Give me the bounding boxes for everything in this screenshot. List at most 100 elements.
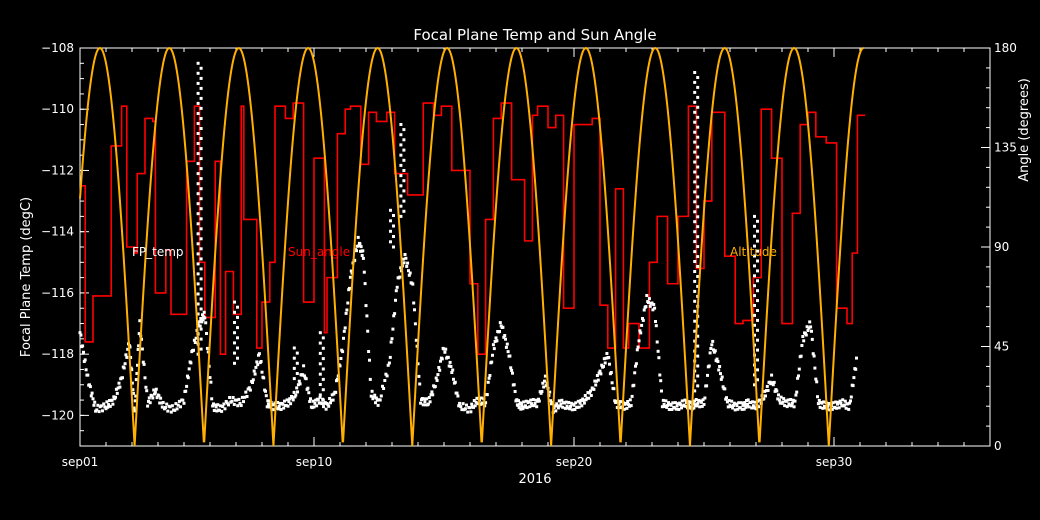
fp-temp-point <box>498 321 502 325</box>
fp-temp-spike-point <box>756 328 759 332</box>
fp-temp-point <box>401 257 405 261</box>
fp-temp-point <box>389 340 393 344</box>
fp-temp-point <box>125 355 129 359</box>
fp-temp-point <box>492 347 496 351</box>
fp-temp-point <box>855 356 858 360</box>
fp-temp-point <box>422 397 426 401</box>
fp-temp-point <box>757 405 761 409</box>
fp-temp-point <box>324 407 328 411</box>
fp-temp-point <box>665 405 669 409</box>
fp-temp-point <box>346 301 350 305</box>
fp-temp-spike-point <box>321 398 325 402</box>
fp-temp-point <box>603 361 607 365</box>
fp-temp-point <box>436 373 440 377</box>
fp-temp-point <box>689 405 693 409</box>
fp-temp-point <box>771 383 775 387</box>
fp-temp-point <box>440 357 444 361</box>
fp-temp-point <box>659 379 663 383</box>
fp-temp-point <box>136 363 139 367</box>
fp-temp-point <box>403 253 407 256</box>
fp-temp-point <box>637 339 641 343</box>
fp-temp-point <box>212 409 216 412</box>
fp-temp-point <box>108 404 112 408</box>
fp-temp-point <box>699 400 703 404</box>
fp-temp-point <box>491 343 495 347</box>
fp-temp-point <box>381 384 384 388</box>
fp-temp-point <box>453 380 457 384</box>
fp-temp-point <box>530 404 534 408</box>
fp-temp-point <box>402 261 406 265</box>
fp-temp-point <box>610 381 614 385</box>
fp-temp-point <box>740 407 744 411</box>
fp-temp-point <box>520 404 524 408</box>
fp-temp-point <box>130 381 134 385</box>
fp-temp-point <box>292 390 296 394</box>
fp-temp-point <box>602 365 605 368</box>
fp-temp-point <box>88 385 92 389</box>
fp-temp-point <box>849 399 852 403</box>
fp-temp-point <box>131 391 135 395</box>
fp-temp-point <box>230 399 234 403</box>
fp-temp-point <box>543 374 547 378</box>
fp-temp-point <box>751 404 755 408</box>
fp-temp-point <box>133 409 137 413</box>
fp-temp-point <box>90 391 94 395</box>
fp-temp-spike-point <box>199 207 203 211</box>
fp-temp-point <box>738 406 742 410</box>
fp-temp-point <box>313 401 317 405</box>
fp-temp-point <box>282 406 286 410</box>
fp-temp-spike-point <box>693 270 697 273</box>
fp-temp-point <box>515 398 519 402</box>
fp-temp-spike-point <box>196 122 200 125</box>
fp-temp-spike-point <box>756 259 759 263</box>
fp-temp-point <box>297 379 301 383</box>
fp-temp-spike-point <box>318 331 322 335</box>
fp-temp-point <box>693 399 696 403</box>
fp-temp-point <box>475 396 479 400</box>
fp-temp-point <box>244 390 248 394</box>
x-tick-label: sep10 <box>296 455 333 469</box>
fp-temp-point <box>528 405 532 409</box>
fp-temp-spike-point <box>753 244 756 248</box>
fp-temp-point <box>521 407 525 411</box>
fp-temp-point <box>658 373 662 377</box>
fp-temp-point <box>214 405 218 409</box>
fp-temp-point <box>245 395 249 398</box>
fp-temp-point <box>240 395 244 399</box>
fp-temp-point <box>192 338 196 342</box>
fp-temp-spike-point <box>196 192 200 196</box>
fp-temp-point <box>404 256 408 260</box>
fp-temp-point <box>391 327 395 331</box>
fp-temp-point <box>632 383 636 387</box>
fp-temp-spike-point <box>693 220 697 224</box>
fp-temp-point <box>716 360 720 363</box>
fp-temp-point <box>243 395 247 399</box>
fp-temp-point <box>836 400 840 404</box>
fp-temp-point <box>232 403 236 406</box>
fp-temp-point <box>764 394 767 398</box>
fp-temp-point <box>833 405 837 409</box>
fp-temp-point <box>192 348 195 352</box>
fp-temp-point <box>624 401 628 405</box>
legend-entry-altitude: Altitude <box>730 245 777 259</box>
fp-temp-spike-point <box>756 279 759 283</box>
fp-temp-point <box>466 410 470 414</box>
y-left-tick-label: −116 <box>41 286 74 300</box>
fp-temp-spike-point <box>696 275 700 278</box>
fp-temp-point <box>618 406 622 410</box>
fp-temp-spike-point <box>693 319 697 323</box>
fp-temp-point <box>751 400 754 404</box>
fp-temp-point <box>374 396 378 400</box>
fp-temp-point <box>327 404 331 408</box>
fp-temp-spike-point <box>696 284 700 288</box>
fp-temp-spike-point <box>753 383 756 387</box>
fp-temp-point <box>176 403 180 407</box>
fp-temp-point <box>510 368 514 372</box>
fp-temp-point <box>455 391 459 395</box>
fp-temp-point <box>147 399 150 403</box>
fp-temp-point <box>534 398 538 402</box>
fp-temp-point <box>837 406 841 410</box>
fp-temp-point <box>103 405 107 409</box>
fp-temp-point <box>561 405 565 409</box>
fp-temp-point <box>213 403 217 407</box>
